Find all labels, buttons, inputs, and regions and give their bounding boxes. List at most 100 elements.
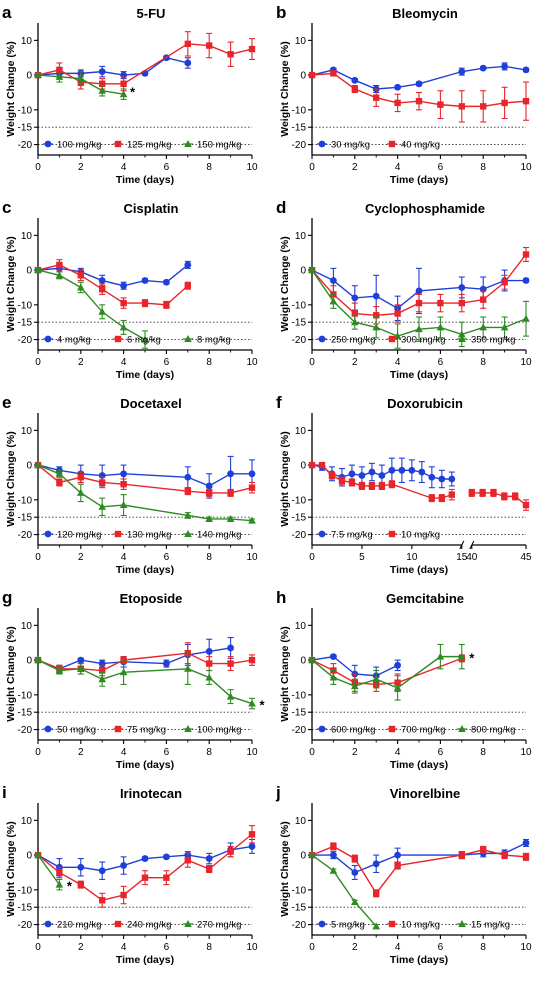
legend-label: 250 mg/kg bbox=[331, 335, 375, 346]
legend-marker bbox=[388, 530, 396, 538]
data-point bbox=[394, 99, 401, 107]
y-axis-label: Weight Change (%) bbox=[279, 41, 291, 136]
y-tick-label: -10 bbox=[18, 105, 33, 116]
y-tick-label: -10 bbox=[292, 105, 307, 116]
legend-item: 250 mg/kg bbox=[317, 335, 375, 346]
legend-label: 30 mg/kg bbox=[331, 140, 370, 151]
x-tick-label: 4 bbox=[121, 747, 127, 758]
x-tick-label: 6 bbox=[438, 357, 444, 368]
data-point bbox=[522, 314, 530, 322]
y-axis-label: Weight Change (%) bbox=[5, 41, 17, 136]
legend-label: 7.5 mg/kg bbox=[331, 530, 373, 541]
data-point bbox=[98, 68, 106, 76]
y-tick-label: -15 bbox=[18, 903, 33, 914]
data-point bbox=[428, 473, 436, 481]
data-point bbox=[227, 848, 234, 855]
x-tick-label: 2 bbox=[352, 357, 358, 368]
data-point bbox=[458, 330, 466, 338]
data-point bbox=[522, 251, 530, 258]
data-point bbox=[351, 855, 358, 862]
y-tick-label: 10 bbox=[295, 231, 307, 242]
data-point bbox=[55, 469, 64, 477]
panel-letter: a bbox=[2, 3, 12, 22]
y-axis-label: Weight Change (%) bbox=[279, 626, 291, 721]
legend-item: 700 mg/kg bbox=[387, 725, 445, 736]
data-point bbox=[77, 664, 85, 672]
data-point bbox=[227, 489, 234, 497]
panel-letter: j bbox=[275, 783, 281, 802]
series-1 bbox=[308, 654, 465, 692]
legend-item: 10 mg/kg bbox=[387, 530, 440, 541]
data-point bbox=[348, 470, 356, 478]
series-line bbox=[311, 65, 527, 90]
data-point bbox=[248, 470, 256, 478]
x-axis-label: Time (days) bbox=[390, 369, 448, 381]
data-point bbox=[141, 855, 149, 862]
legend-label: 140 mg/kg bbox=[197, 530, 241, 541]
data-point bbox=[329, 866, 338, 874]
y-tick-label: 0 bbox=[300, 461, 306, 472]
data-point bbox=[163, 853, 170, 861]
series-2 bbox=[34, 266, 149, 349]
panel-letter: e bbox=[2, 393, 11, 412]
x-tick-label: 6 bbox=[164, 357, 170, 368]
y-tick-label: -15 bbox=[18, 318, 33, 329]
series-1 bbox=[308, 842, 530, 898]
legend-label: 125 mg/kg bbox=[127, 140, 171, 151]
data-point bbox=[248, 516, 256, 524]
data-point bbox=[308, 71, 316, 79]
data-point bbox=[98, 867, 106, 875]
y-tick-label: 10 bbox=[21, 231, 33, 242]
legend-label: 240 mg/kg bbox=[127, 920, 171, 931]
data-point bbox=[388, 481, 396, 488]
data-point bbox=[448, 491, 456, 498]
x-tick-label: 2 bbox=[78, 942, 84, 953]
data-point bbox=[511, 493, 519, 500]
series-0 bbox=[34, 54, 192, 80]
legend-item: 6 mg/kg bbox=[113, 335, 161, 346]
annotation-asterisk: * bbox=[259, 698, 265, 713]
y-tick-label: -20 bbox=[292, 725, 307, 736]
data-point bbox=[368, 482, 376, 490]
data-point bbox=[141, 874, 149, 881]
data-point bbox=[99, 897, 106, 904]
series-1 bbox=[34, 259, 191, 309]
legend-marker bbox=[114, 140, 122, 148]
panel-letter: d bbox=[276, 198, 286, 217]
data-point bbox=[394, 851, 401, 859]
legend-label: 600 mg/kg bbox=[331, 725, 375, 736]
legend-item: 4 mg/kg bbox=[43, 335, 91, 346]
data-point bbox=[99, 286, 106, 293]
y-tick-label: -20 bbox=[18, 140, 33, 151]
data-point bbox=[206, 489, 213, 497]
series-line bbox=[37, 269, 146, 341]
data-point bbox=[436, 323, 445, 331]
data-point bbox=[120, 299, 127, 307]
chart-title: Gemcitabine bbox=[386, 591, 464, 606]
series-0 bbox=[308, 62, 530, 94]
data-point bbox=[184, 59, 192, 67]
data-point bbox=[163, 874, 170, 881]
series-line bbox=[311, 854, 377, 927]
data-point bbox=[500, 323, 509, 331]
x-axis-label: Time (days) bbox=[390, 564, 448, 576]
data-point bbox=[368, 468, 376, 476]
series-0 bbox=[34, 455, 256, 499]
data-point bbox=[415, 325, 423, 333]
legend-marker bbox=[388, 335, 396, 343]
legend-marker bbox=[44, 725, 52, 733]
data-point bbox=[398, 466, 406, 474]
y-tick-label: 10 bbox=[295, 426, 307, 437]
x-tick-label: 4 bbox=[395, 357, 401, 368]
annotation-asterisk: * bbox=[130, 85, 136, 100]
data-point bbox=[141, 335, 149, 343]
data-point bbox=[308, 461, 316, 469]
data-point bbox=[372, 922, 380, 930]
panel-letter: g bbox=[2, 588, 12, 607]
data-point bbox=[394, 661, 401, 669]
y-tick-label: -10 bbox=[18, 885, 33, 896]
